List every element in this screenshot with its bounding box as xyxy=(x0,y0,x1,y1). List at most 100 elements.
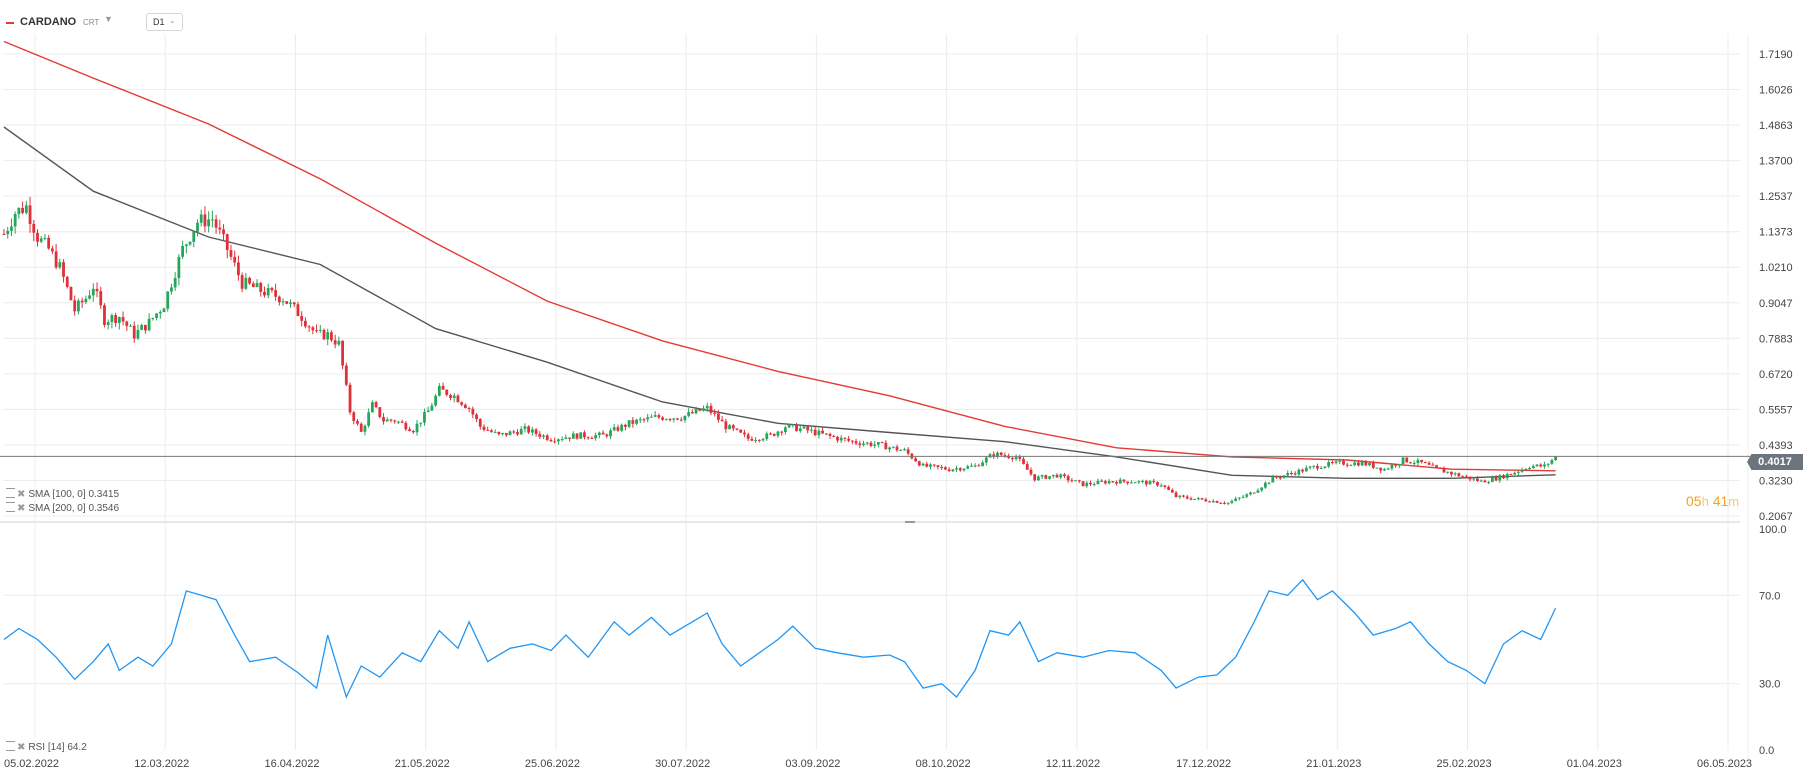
price-tick-label: 1.7190 xyxy=(1759,49,1793,61)
candle xyxy=(311,325,315,335)
candle xyxy=(21,201,25,215)
candle xyxy=(1144,479,1148,487)
candle-body xyxy=(664,419,668,421)
price-tick-label: 0.5557 xyxy=(1759,404,1793,416)
date-tick-label: 01.04.2023 xyxy=(1567,758,1622,770)
candle xyxy=(129,324,132,327)
candle-body xyxy=(140,324,144,330)
candle-body xyxy=(333,340,337,345)
candle xyxy=(713,409,717,417)
legend-sma100[interactable]: ✖ SMA [100, 0] 0.3415 xyxy=(6,488,119,500)
candle-body xyxy=(136,329,140,339)
candle xyxy=(1234,496,1238,502)
candle xyxy=(1189,496,1193,501)
candle xyxy=(1178,495,1182,500)
candle-body xyxy=(1263,482,1267,488)
chevron-down-icon[interactable]: ▼ xyxy=(104,14,113,24)
candle xyxy=(549,438,553,443)
candle xyxy=(121,311,125,326)
candle xyxy=(1111,480,1115,484)
candle-body xyxy=(1022,458,1025,464)
candle-body xyxy=(1461,476,1464,478)
candle xyxy=(1345,462,1349,468)
candle-body xyxy=(1215,500,1219,503)
candle-body xyxy=(1319,467,1323,469)
candle-body xyxy=(88,295,91,299)
price-tick-label: 1.2537 xyxy=(1759,191,1793,203)
candle-body xyxy=(1401,457,1405,465)
candle xyxy=(650,414,653,418)
candle xyxy=(914,456,918,462)
candle-body xyxy=(1450,471,1453,475)
current-price-label: 0.4017 xyxy=(1747,454,1803,470)
close-icon[interactable]: ✖ xyxy=(17,503,26,514)
candle-body xyxy=(1327,462,1331,467)
candle xyxy=(817,428,821,439)
settings-icon[interactable] xyxy=(6,488,15,499)
candle xyxy=(780,430,784,436)
candle xyxy=(917,460,921,467)
candle xyxy=(162,307,166,313)
candle xyxy=(1211,499,1215,503)
close-icon[interactable]: ✖ xyxy=(17,489,26,500)
candle-body xyxy=(568,437,571,439)
legend-rsi[interactable]: ✖ RSI [14] 64.2 xyxy=(6,741,87,753)
candle-body xyxy=(1237,497,1241,499)
candle-body xyxy=(218,227,222,230)
candle-body xyxy=(237,262,240,276)
candle xyxy=(999,451,1003,456)
candle xyxy=(1081,481,1085,487)
date-tick-label: 16.04.2022 xyxy=(264,758,319,770)
candle-body xyxy=(419,422,423,424)
candle-body xyxy=(850,440,854,442)
candle xyxy=(1468,476,1472,482)
candle xyxy=(1450,471,1453,477)
legend-sma200[interactable]: ✖ SMA [200, 0] 0.3546 xyxy=(6,502,119,514)
candle-body xyxy=(638,419,642,421)
candle xyxy=(2,229,6,236)
candle xyxy=(103,303,106,328)
candle xyxy=(1010,457,1014,462)
candle-body xyxy=(378,407,382,418)
candle xyxy=(1330,460,1334,465)
candle-body xyxy=(940,466,944,468)
candle-body xyxy=(1204,499,1208,502)
candle-body xyxy=(694,408,698,414)
candle xyxy=(1409,461,1412,464)
timeframe-value: D1 xyxy=(153,17,165,27)
timer-hours: 05 xyxy=(1686,493,1702,509)
candle xyxy=(337,336,341,347)
candle-body xyxy=(579,432,583,439)
candle-body xyxy=(289,302,292,304)
candle xyxy=(899,449,903,452)
symbol-name[interactable]: CARDANO xyxy=(20,16,77,28)
rsi-tick-label: 30.0 xyxy=(1759,679,1780,691)
candle xyxy=(728,424,731,430)
settings-icon[interactable] xyxy=(6,502,15,513)
candle xyxy=(1241,494,1245,499)
candle xyxy=(1014,454,1018,461)
candle xyxy=(1252,492,1256,494)
candle-body xyxy=(196,222,199,232)
candle-body xyxy=(65,276,69,287)
close-icon[interactable]: ✖ xyxy=(17,742,26,753)
candle-body xyxy=(263,291,266,296)
candle xyxy=(378,406,382,419)
timeframe-select[interactable]: D1 ⌄ xyxy=(146,13,183,31)
candle xyxy=(623,423,627,431)
candle xyxy=(992,451,996,459)
candle-body xyxy=(824,433,828,435)
candle-body xyxy=(404,422,408,430)
candle-body xyxy=(557,439,560,442)
candle-body xyxy=(996,452,999,457)
settings-icon[interactable] xyxy=(6,741,15,752)
candle-body xyxy=(367,412,371,426)
candle xyxy=(1148,479,1152,485)
candle xyxy=(434,394,438,407)
candle xyxy=(1524,468,1528,471)
candle xyxy=(1271,474,1275,483)
candle-body xyxy=(1543,464,1546,467)
rsi-tick-label: 0.0 xyxy=(1759,745,1774,757)
candle-body xyxy=(1197,498,1200,500)
